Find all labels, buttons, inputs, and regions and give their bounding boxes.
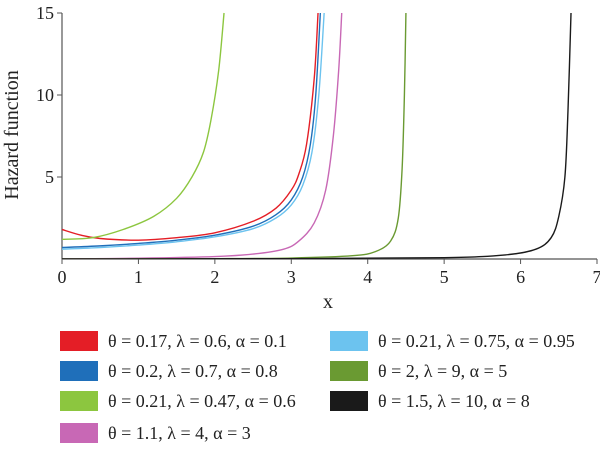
y-tick-label: 10 [36, 85, 54, 105]
plot-area: 0 1 2 3 4 5 6 7 5 10 15 [36, 3, 600, 287]
x-tick-label: 1 [134, 267, 143, 287]
legend-swatch [60, 423, 98, 443]
legend-swatch [330, 391, 368, 411]
legend-swatch [60, 391, 98, 411]
y-tick-label: 5 [45, 167, 54, 187]
legend-swatch [330, 361, 368, 381]
x-tick-label: 2 [210, 267, 219, 287]
legend-swatch [60, 331, 98, 351]
legend-label: θ = 0.2, λ = 0.7, α = 0.8 [108, 360, 278, 381]
legend-item: θ = 0.21, λ = 0.75, α = 0.95 [330, 328, 575, 354]
legend-item: θ = 0.17, λ = 0.6, α = 0.1 [60, 328, 287, 354]
chart-legend: θ = 0.17, λ = 0.6, α = 0.1 θ = 0.2, λ = 0… [0, 328, 600, 458]
legend-item: θ = 0.2, λ = 0.7, α = 0.8 [60, 358, 278, 384]
legend-item: θ = 2, λ = 9, α = 5 [330, 358, 507, 384]
x-tick-label: 5 [440, 267, 449, 287]
series-line-2 [62, 12, 322, 249]
legend-label: θ = 0.17, λ = 0.6, α = 0.1 [108, 330, 287, 351]
x-tick-label: 4 [363, 267, 372, 287]
legend-swatch [60, 361, 98, 381]
legend-item: θ = 1.5, λ = 10, α = 8 [330, 388, 530, 414]
x-tick-label: 6 [516, 267, 525, 287]
series-line-1 [62, 12, 319, 241]
x-axis-label: x [323, 291, 333, 313]
legend-item: θ = 0.21, λ = 0.47, α = 0.6 [60, 388, 296, 414]
hazard-chart: 0 1 2 3 4 5 6 7 5 10 15 x Hazard function [1, 3, 600, 313]
series-line-5 [62, 12, 325, 250]
x-tick-label: 3 [287, 267, 296, 287]
x-tick-label: 0 [58, 267, 67, 287]
x-tick-label: 7 [593, 267, 600, 287]
series-line-7 [62, 12, 572, 259]
series-line-6 [62, 12, 407, 259]
series-line-4 [62, 12, 343, 259]
legend-label: θ = 0.21, λ = 0.47, α = 0.6 [108, 390, 296, 411]
legend-label: θ = 1.1, λ = 4, α = 3 [108, 422, 251, 443]
legend-label: θ = 2, λ = 9, α = 5 [378, 360, 508, 381]
series-line-3 [62, 12, 225, 241]
legend-label: θ = 0.21, λ = 0.75, α = 0.95 [378, 330, 575, 351]
legend-swatch [330, 331, 368, 351]
legend-item: θ = 1.1, λ = 4, α = 3 [60, 420, 251, 446]
y-axis-label: Hazard function [1, 70, 23, 199]
legend-label: θ = 1.5, λ = 10, α = 8 [378, 390, 530, 411]
y-tick-label: 15 [36, 3, 54, 23]
